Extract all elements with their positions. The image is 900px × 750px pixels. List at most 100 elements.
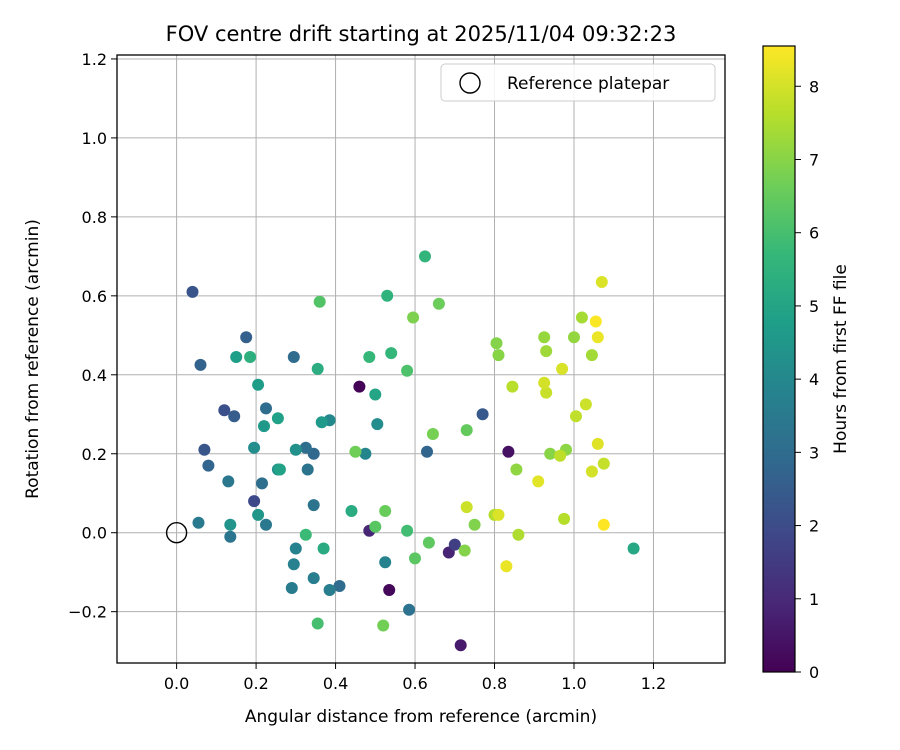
data-point [421, 445, 433, 458]
chart-title: FOV centre drift starting at 2025/11/04 … [166, 22, 677, 46]
data-point [595, 276, 608, 288]
colorbar: 0 1 2 3 4 5 6 7 8 Hours from first FF file [762, 45, 851, 682]
data-point [317, 542, 330, 555]
data-point [299, 441, 312, 454]
data-point [224, 518, 237, 531]
data-point [218, 404, 231, 417]
data-point [401, 524, 414, 537]
legend-box [440, 63, 716, 102]
colorbar-gradient [762, 45, 796, 673]
data-point [403, 603, 416, 616]
data-point [323, 584, 336, 596]
y-tick-label: 1.2 [82, 50, 107, 69]
x-tick-label: 0.0 [164, 674, 189, 693]
data-point [224, 530, 237, 543]
data-point [315, 416, 328, 429]
data-point [422, 536, 435, 549]
data-point [333, 580, 346, 592]
plot-frame [116, 54, 726, 664]
data-point [311, 617, 324, 630]
data-point [510, 463, 523, 476]
x-tick-label: 0.4 [323, 674, 348, 693]
data-point [401, 364, 414, 377]
data-point [458, 544, 471, 557]
data-point [353, 380, 366, 393]
data-point [407, 311, 420, 324]
data-point [381, 289, 394, 302]
data-point [194, 358, 207, 371]
data-point [271, 412, 284, 425]
grid [117, 55, 725, 663]
data-point [248, 441, 261, 454]
data-point [369, 520, 382, 533]
data-point [230, 351, 243, 363]
data-point [597, 457, 610, 470]
data-point [222, 475, 235, 488]
data-point [273, 463, 286, 476]
data-point [299, 528, 312, 541]
colorbar-tick-label: 2 [809, 517, 819, 536]
data-point [506, 380, 519, 393]
colorbar-tick-label: 3 [809, 443, 819, 462]
data-point [556, 362, 569, 375]
reference-marker-layer [165, 522, 188, 544]
data-point [538, 376, 551, 389]
data-point [377, 619, 390, 632]
data-point [591, 437, 604, 450]
data-point [540, 345, 553, 358]
legend-reference-marker [459, 72, 481, 94]
data-point [500, 560, 513, 573]
data-point [568, 331, 580, 344]
data-point [371, 418, 384, 431]
y-tick-label: 0.2 [82, 445, 107, 464]
y-tick-label: 0.6 [82, 287, 107, 306]
data-point [540, 386, 553, 399]
data-point [492, 349, 505, 362]
data-point [289, 542, 302, 555]
colorbar-tick-label: 1 [809, 590, 819, 609]
data-point [349, 445, 362, 458]
data-point [307, 499, 320, 512]
x-tick-label: 1.0 [561, 674, 586, 693]
data-point [409, 552, 421, 565]
data-point [244, 351, 257, 363]
data-point [198, 443, 211, 456]
data-point [591, 331, 604, 344]
data-point [597, 518, 610, 531]
data-point [570, 410, 582, 423]
data-point [585, 349, 598, 362]
axis-ticks: 0.0 0.2 0.4 0.6 0.8 1.0 1.2 −0.2 0.0 0.2 0.4 0.6 0.8… [68, 50, 666, 693]
colorbar-tick-label: 7 [809, 150, 819, 169]
data-point [256, 477, 268, 490]
data-point [476, 408, 489, 421]
data-point [258, 420, 270, 433]
data-point [460, 501, 473, 514]
legend-label: Reference platepar [507, 74, 669, 94]
data-point [248, 495, 261, 508]
y-tick-label: 0.0 [82, 524, 107, 543]
y-axis-label: Rotation from reference (arcmin) [23, 219, 43, 499]
data-point [383, 584, 396, 596]
data-point [252, 378, 265, 391]
data-point [426, 428, 439, 440]
data-point [538, 331, 551, 344]
data-point [307, 572, 320, 585]
data-point [627, 542, 640, 555]
data-point [287, 558, 300, 571]
data-point [301, 463, 314, 476]
y-tick-label: 1.0 [82, 129, 107, 148]
y-tick-label: −0.2 [68, 603, 107, 622]
x-tick-label: 0.2 [243, 674, 268, 693]
data-point [448, 538, 461, 551]
x-tick-label: 0.8 [482, 674, 507, 693]
data-point [460, 424, 473, 437]
data-point [186, 285, 199, 298]
x-tick-label: 1.2 [641, 674, 666, 693]
data-point [419, 250, 431, 263]
data-point [502, 445, 515, 458]
data-point [589, 315, 602, 328]
data-point [285, 582, 298, 594]
data-point [260, 402, 272, 415]
reference-platepar-marker [165, 522, 188, 544]
